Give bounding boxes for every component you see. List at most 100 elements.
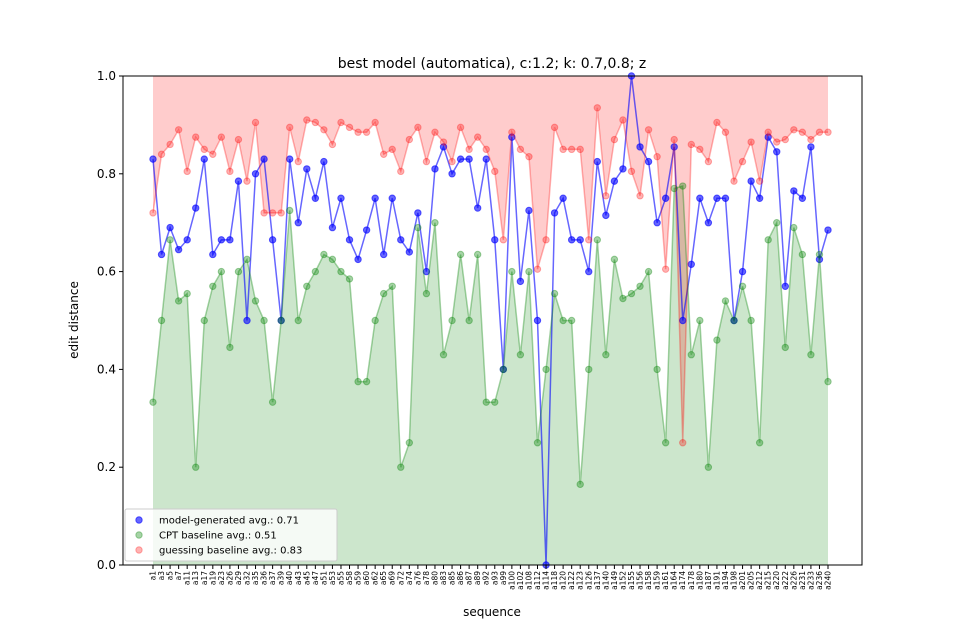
data-point [730,316,738,325]
x-tick-label: a83 [439,571,448,585]
x-tick-label: a201 [738,571,747,590]
x-tick-label: a51 [319,571,328,585]
x-tick-label: a212 [755,571,764,590]
x-tick-label: a140 [601,571,610,590]
data-point [200,145,208,154]
x-tick-label: a92 [482,571,491,585]
x-tick-label: a93 [490,571,499,585]
data-point [610,135,619,144]
data-point [533,316,542,325]
data-point [200,316,208,325]
data-point [328,140,337,149]
data-point [166,223,174,232]
data-point [311,194,320,202]
data-point [183,289,191,298]
x-tick-label: a174 [678,571,687,590]
data-point [166,140,174,149]
data-point [431,128,439,136]
data-point [174,297,183,305]
data-point [320,250,328,259]
data-point [773,148,781,156]
x-tick-label: a74 [405,571,414,585]
x-tick-label: a194 [721,571,730,590]
data-point [559,316,567,325]
data-point [286,206,294,215]
x-tick-label: a55 [336,571,345,585]
data-point [268,236,277,244]
data-point [781,343,789,352]
series-area [153,76,828,443]
data-point [465,155,473,163]
data-point [593,157,602,166]
data-point [713,336,721,344]
data-point [508,267,516,276]
data-point [559,145,567,154]
data-point [456,155,465,163]
x-tick-label: a53 [328,571,337,585]
data-point [328,255,337,264]
data-point [499,365,508,374]
x-tick-label: a108 [524,571,533,590]
data-point [320,126,328,134]
x-tick-label: a156 [636,571,645,590]
data-point [337,267,345,276]
x-tick-label: a3 [157,571,166,581]
x-tick-label: a39 [277,571,286,585]
data-point [764,128,772,136]
data-point [764,236,772,244]
data-point [593,104,602,112]
data-point [397,463,405,471]
x-tick-label: a233 [806,571,815,590]
data-point [550,123,559,132]
x-tick-label: a205 [747,571,756,590]
data-point [713,118,721,127]
data-point [414,209,422,217]
data-point [294,157,302,166]
data-point [192,463,200,471]
x-tick-label: a7 [174,571,183,581]
legend-box [124,508,338,562]
data-point [755,439,764,447]
x-tick-label: a159 [653,571,662,590]
data-point [508,133,516,141]
data-point [405,439,414,447]
data-point [824,226,832,234]
data-point [704,463,713,471]
data-point [174,126,183,134]
data-point [499,236,508,244]
y-tick-label: 1.0 [97,69,116,83]
data-point [755,177,764,185]
data-point [610,255,619,264]
data-point [166,236,174,244]
x-tick-label: a226 [789,571,798,590]
data-point [747,177,755,185]
data-point [405,248,414,256]
data-point [636,282,644,290]
data-point [508,128,516,136]
x-tick-label: a158 [644,571,653,590]
x-tick-label: a5 [166,571,175,581]
x-tick-label: a220 [772,571,781,590]
data-point [473,204,482,212]
x-tick-label: a222 [781,571,790,590]
data-point [721,194,730,202]
x-tick-label: a45 [302,571,311,585]
x-tick-label: a85 [448,571,457,585]
legend-label: model-generated avg.: 0.71 [159,516,299,527]
data-point [354,377,362,386]
x-tick-label: a72 [396,571,405,585]
x-tick-label: a40 [285,571,294,585]
x-tick-label: a43 [294,571,303,585]
x-tick-label: a164 [670,571,679,590]
data-point [345,123,354,132]
data-point [251,297,260,305]
data-point [192,133,200,141]
data-point [149,209,157,217]
data-point [516,145,525,154]
data-point [251,170,260,178]
data-point [260,209,268,217]
data-point [149,155,157,163]
data-point [422,289,431,298]
data-point [174,245,183,254]
x-tick-label: a13 [191,571,200,585]
